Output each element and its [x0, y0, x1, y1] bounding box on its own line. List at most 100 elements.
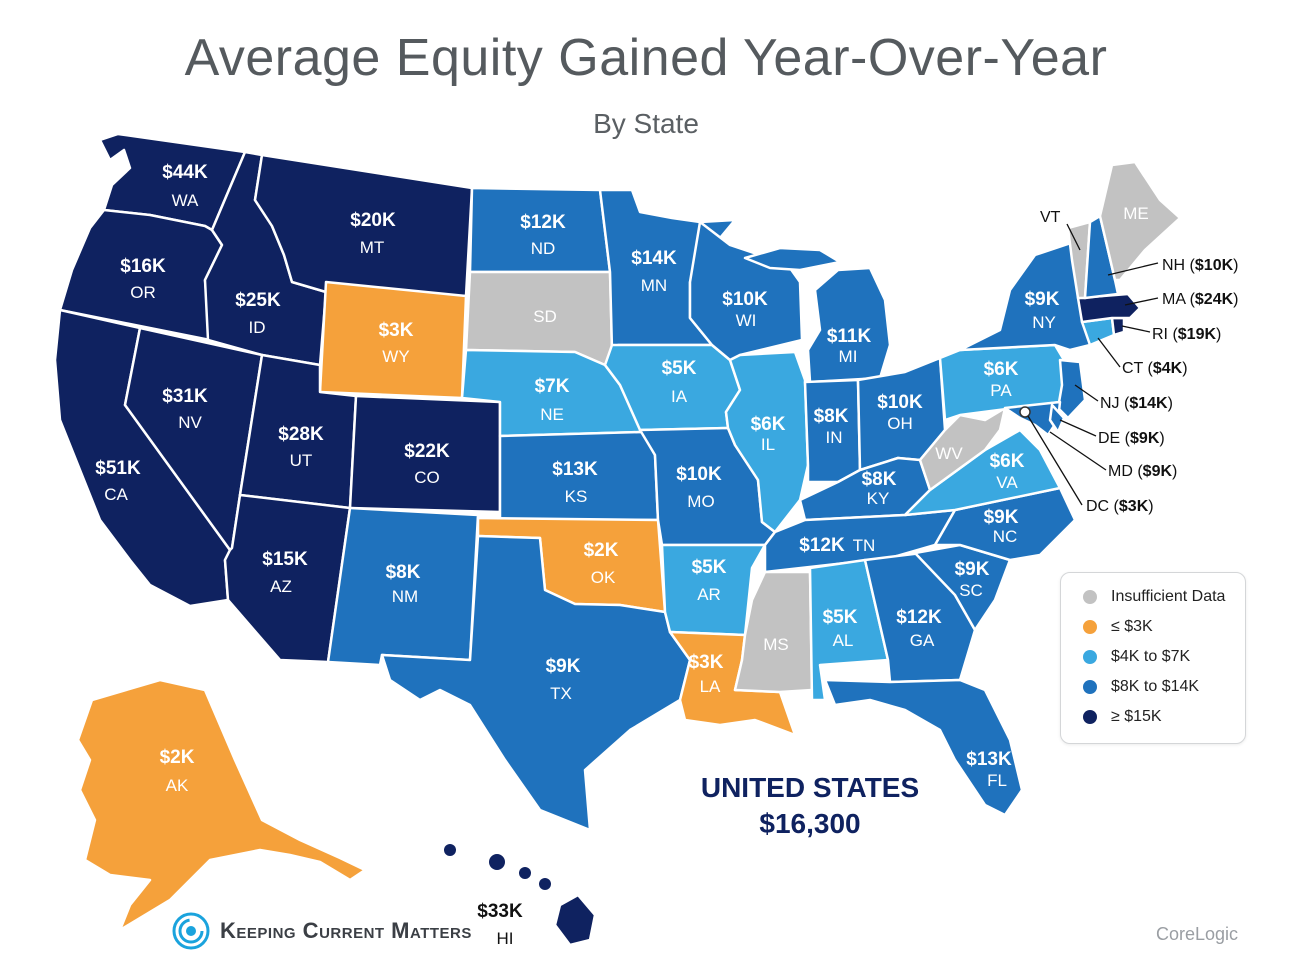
svg-text:$9K: $9K	[546, 656, 581, 677]
label-ia: $5K IA	[662, 358, 697, 406]
state-ak	[76, 678, 367, 932]
svg-text:KY: KY	[867, 489, 890, 508]
label-ca: $51K CA	[95, 458, 141, 504]
svg-text:$10K: $10K	[722, 289, 768, 310]
label-or: $16K OR	[120, 256, 166, 302]
us-total-label: UNITED STATES	[700, 772, 920, 803]
svg-text:$12K: $12K	[896, 607, 942, 628]
svg-text:IL: IL	[761, 435, 775, 454]
svg-text:WY: WY	[382, 347, 409, 366]
label-ne: $7K NE	[535, 376, 570, 424]
legend-label: ≥ $15K	[1111, 708, 1162, 725]
state-hi-island	[444, 844, 456, 856]
brand-logo-icon	[172, 912, 210, 950]
svg-text:$3K: $3K	[379, 320, 414, 341]
svg-text:$14K: $14K	[631, 248, 677, 269]
label-tn: $12K TN	[799, 535, 875, 556]
label-ut: $28K UT	[278, 424, 324, 470]
state-hi-island	[489, 854, 505, 870]
us-total: UNITED STATES $16,300	[660, 772, 960, 840]
label-hi: $33K HI	[477, 901, 523, 948]
svg-text:$8K: $8K	[386, 562, 421, 583]
label-wy: $3K WY	[379, 320, 414, 366]
label-me: ME	[1123, 204, 1149, 223]
label-ak: $2K AK	[160, 747, 195, 795]
callout-ma: MA ($24K)	[1162, 291, 1238, 308]
svg-text:ME: ME	[1123, 204, 1149, 223]
svg-text:TN: TN	[853, 536, 876, 555]
state-vt	[1066, 220, 1092, 300]
svg-text:PA: PA	[990, 381, 1012, 400]
legend-label: ≤ $3K	[1111, 618, 1153, 635]
label-nv: $31K NV	[162, 386, 208, 432]
svg-text:$5K: $5K	[823, 607, 858, 628]
svg-text:$6K: $6K	[990, 451, 1025, 472]
callout-dc: DC ($3K)	[1086, 498, 1154, 515]
svg-text:AZ: AZ	[270, 577, 292, 596]
state-mi	[806, 266, 892, 384]
state-de	[1048, 403, 1066, 434]
callout-lines	[1027, 223, 1159, 506]
svg-text:$6K: $6K	[751, 414, 786, 435]
callout-vt: VT	[1040, 209, 1061, 226]
svg-text:GA: GA	[910, 631, 935, 650]
svg-text:$3K: $3K	[689, 652, 724, 673]
state-me	[1098, 160, 1182, 282]
brand: Keeping Current Matters	[172, 912, 472, 950]
legend: Insufficient Data ≤ $3K $4K to $7K $8K t…	[1060, 572, 1246, 744]
svg-text:SD: SD	[533, 307, 557, 326]
label-ok: $2K OK	[584, 540, 619, 587]
legend-swatch-lightblue	[1083, 650, 1097, 664]
svg-text:$9K: $9K	[1025, 289, 1060, 310]
svg-text:$16K: $16K	[120, 256, 166, 277]
svg-text:$15K: $15K	[262, 549, 308, 570]
svg-text:WA: WA	[172, 191, 199, 210]
svg-text:IN: IN	[826, 428, 843, 447]
state-md	[1003, 400, 1062, 437]
svg-text:$20K: $20K	[350, 210, 396, 231]
svg-text:KS: KS	[565, 487, 588, 506]
callout-ri: RI ($19K)	[1152, 326, 1221, 343]
label-id: $25K ID	[235, 290, 281, 337]
svg-text:CA: CA	[104, 485, 128, 504]
legend-item-4to7: $4K to $7K	[1083, 645, 1190, 669]
label-mn: $14K MN	[631, 248, 677, 295]
dc-marker	[1019, 406, 1031, 418]
legend-swatch-gray	[1083, 590, 1097, 604]
svg-text:OR: OR	[130, 283, 156, 302]
svg-text:MI: MI	[839, 347, 858, 366]
svg-text:AK: AK	[166, 776, 189, 795]
state-wi	[688, 220, 804, 362]
svg-text:$8K: $8K	[814, 406, 849, 427]
svg-text:TX: TX	[550, 684, 572, 703]
svg-text:$13K: $13K	[966, 749, 1012, 770]
label-ga: $12K GA	[896, 607, 942, 650]
svg-text:AR: AR	[697, 585, 721, 604]
svg-text:$12K: $12K	[799, 535, 845, 556]
svg-text:$31K: $31K	[162, 386, 208, 407]
state-hi-island	[519, 867, 531, 879]
legend-item-insufficient: Insufficient Data	[1083, 585, 1225, 609]
svg-text:NY: NY	[1032, 313, 1056, 332]
svg-text:ND: ND	[531, 239, 556, 258]
legend-label: Insufficient Data	[1111, 588, 1226, 605]
svg-text:$11K: $11K	[827, 326, 872, 347]
svg-text:$12K: $12K	[520, 212, 566, 233]
svg-text:VA: VA	[996, 473, 1018, 492]
legend-label: $8K to $14K	[1111, 678, 1200, 695]
svg-text:$28K: $28K	[278, 424, 324, 445]
state-ma	[1076, 292, 1142, 324]
svg-text:$33K: $33K	[477, 901, 523, 922]
state-fl	[823, 678, 1024, 817]
legend-swatch-orange	[1083, 620, 1097, 634]
callout-de: DE ($9K)	[1098, 430, 1165, 447]
legend-swatch-blue	[1083, 680, 1097, 694]
callout-nj: NJ ($14K)	[1100, 395, 1173, 412]
svg-text:WI: WI	[736, 311, 757, 330]
